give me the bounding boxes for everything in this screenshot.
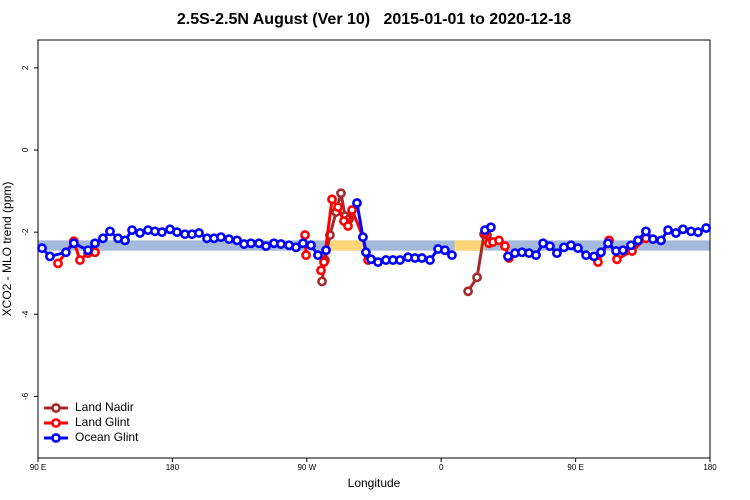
data-point — [98, 233, 108, 244]
data-point — [440, 245, 450, 256]
data-point — [472, 272, 482, 283]
data-point — [232, 235, 242, 246]
data-point — [573, 243, 583, 254]
legend-label: Ocean Glint — [75, 430, 139, 444]
x-tick-label: 90 E — [30, 463, 46, 472]
data-point — [552, 248, 562, 259]
data-point — [216, 232, 226, 242]
data-point — [663, 225, 673, 236]
x-tick-label: 90 W — [297, 463, 316, 472]
data-point — [656, 235, 666, 246]
data-point — [531, 250, 541, 261]
data-point — [358, 232, 368, 242]
data-point — [603, 238, 613, 249]
data-point — [120, 235, 130, 246]
data-point — [157, 227, 167, 238]
y-axis-label: XCO2 - MLO trend (ppm) — [0, 182, 14, 317]
band-highlight — [454, 240, 485, 251]
data-point — [596, 247, 606, 258]
data-point — [347, 205, 357, 215]
data-point — [494, 235, 504, 246]
data-point — [90, 238, 100, 249]
data-point — [83, 245, 93, 256]
data-point — [626, 240, 636, 251]
x-axis-label: Longitude — [348, 476, 401, 490]
data-point — [261, 241, 271, 252]
data-point — [127, 225, 137, 236]
reference-band — [38, 240, 710, 251]
legend-swatch-marker — [51, 418, 61, 428]
chart-title: 2.5S-2.5N August (Ver 10) 2015-01-01 to … — [177, 11, 571, 28]
data-point — [105, 226, 115, 237]
y-tick-label: -4 — [21, 310, 30, 318]
data-point — [361, 247, 371, 258]
data-point — [68, 238, 79, 249]
y-tick-label: -2 — [21, 228, 30, 236]
data-point — [291, 242, 301, 253]
data-point — [463, 286, 473, 297]
band-highlight — [329, 240, 366, 251]
data-point — [298, 238, 308, 249]
data-point — [316, 265, 326, 276]
data-point — [343, 221, 353, 231]
y-tick-label: -6 — [21, 392, 30, 400]
data-point — [135, 228, 145, 238]
legend-swatch-marker — [51, 433, 61, 443]
data-point — [317, 276, 327, 287]
data-point — [447, 250, 457, 261]
y-tick-label: 0 — [21, 147, 30, 152]
data-point — [313, 250, 323, 261]
x-tick-label: 180 — [166, 463, 180, 472]
data-point — [75, 255, 85, 265]
data-point — [224, 234, 234, 245]
data-point — [301, 250, 311, 261]
data-point — [333, 202, 343, 213]
data-point — [194, 228, 204, 238]
data-point — [319, 257, 329, 268]
legend-swatch-marker — [51, 403, 61, 413]
data-point — [321, 245, 331, 256]
data-point — [693, 227, 703, 238]
data-point — [486, 222, 496, 233]
data-point — [37, 243, 47, 254]
data-point — [417, 253, 427, 263]
x-tick-label: 0 — [439, 463, 444, 472]
legend-label: Land Nadir — [75, 400, 134, 414]
data-point — [300, 230, 310, 240]
y-tick-label: 2 — [21, 65, 30, 70]
data-point — [641, 226, 651, 237]
data-point — [373, 257, 383, 268]
data-point — [246, 238, 256, 249]
data-point — [53, 258, 63, 269]
x-tick-label: 90 E — [567, 463, 583, 472]
data-point — [327, 194, 337, 205]
data-point — [671, 228, 681, 238]
data-point — [581, 250, 591, 261]
data-point — [633, 235, 643, 246]
data-point — [612, 254, 622, 265]
x-tick-label: 180 — [703, 463, 717, 472]
data-point — [395, 255, 405, 265]
data-point — [648, 234, 658, 245]
data-point — [618, 245, 628, 256]
data-point — [589, 251, 599, 262]
data-point — [172, 227, 182, 238]
data-point — [545, 241, 555, 252]
data-point — [701, 223, 712, 233]
data-point — [61, 247, 71, 258]
data-point — [352, 198, 362, 208]
data-point — [678, 224, 688, 235]
data-point — [306, 240, 316, 251]
data-point — [276, 239, 286, 249]
legend-label: Land Glint — [75, 415, 130, 429]
data-point — [336, 188, 346, 199]
data-point — [425, 255, 435, 265]
data-point — [500, 241, 510, 252]
data-point — [45, 251, 55, 262]
